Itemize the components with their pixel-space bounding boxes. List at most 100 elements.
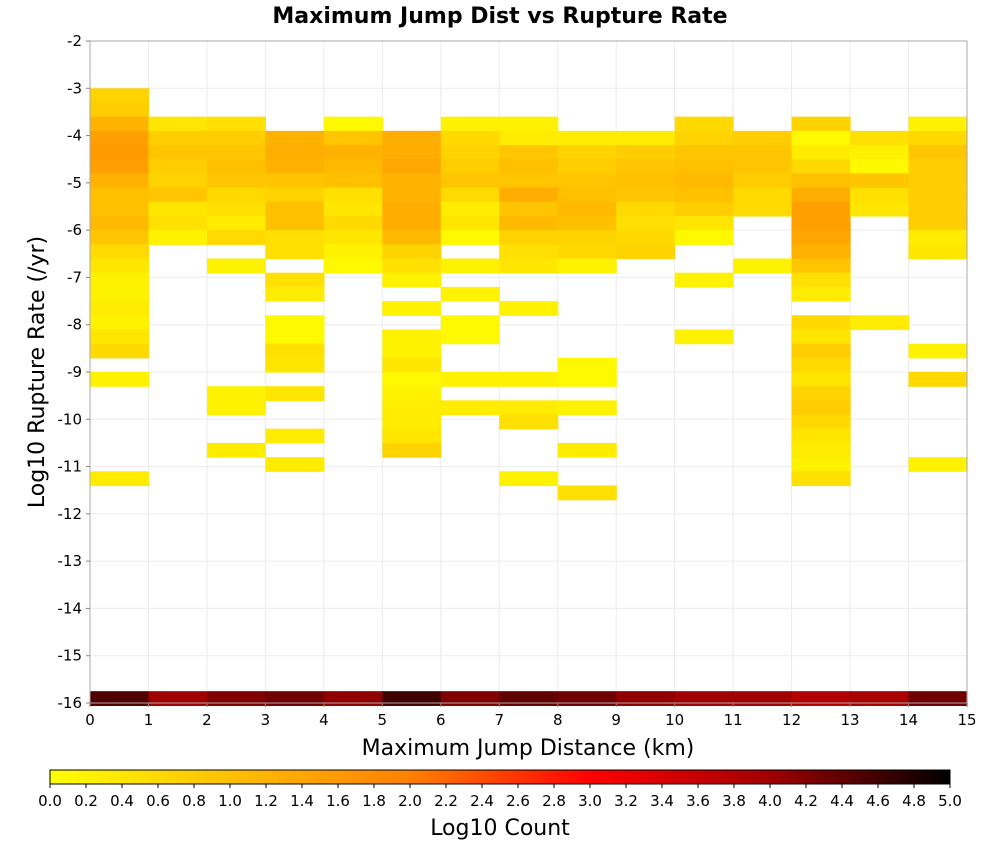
heatmap-cell: [265, 343, 325, 359]
heatmap-cell: [908, 457, 968, 472]
heatmap-cell: [733, 258, 793, 274]
heatmap-cell: [908, 159, 968, 174]
heatmap-cell: [733, 173, 793, 189]
heatmap-cell: [908, 201, 968, 217]
heatmap-cell: [265, 230, 325, 245]
heatmap-cell: [791, 258, 851, 274]
x-tick-label: 10: [665, 711, 684, 729]
heatmap-cell: [265, 130, 325, 146]
colorbar-tick-label: 3.4: [650, 792, 674, 810]
heatmap-cell: [908, 145, 968, 160]
heatmap-cell: [791, 215, 851, 231]
heatmap-cell: [206, 173, 266, 189]
heatmap-cell: [850, 145, 910, 160]
y-tick-label: -9: [67, 363, 82, 381]
x-tick-label: 14: [899, 711, 918, 729]
heatmap-cell: [733, 201, 793, 217]
x-tick-label: 5: [378, 711, 388, 729]
heatmap-cell: [323, 230, 383, 245]
heatmap-cell: [382, 130, 442, 146]
heatmap-cell: [206, 187, 266, 203]
heatmap-cell: [850, 315, 910, 331]
colorbar: [49, 769, 951, 785]
colorbar-tick-label: 3.8: [722, 792, 746, 810]
heatmap-cell: [323, 258, 383, 274]
heatmap-cell: [265, 244, 325, 260]
x-tick-label: 1: [144, 711, 154, 729]
heatmap-cell: [908, 372, 968, 387]
heatmap-cell: [206, 258, 266, 274]
colorbar-tick-label: 4.8: [902, 792, 926, 810]
heatmap-cell: [90, 145, 150, 160]
heatmap-cell: [440, 372, 500, 387]
heatmap-cell: [557, 130, 617, 146]
heatmap-cell: [206, 442, 266, 458]
heatmap-cell: [265, 173, 325, 189]
heatmap-cell: [206, 400, 266, 416]
heatmap-cell: [499, 258, 559, 274]
heatmap-cell: [90, 244, 150, 260]
heatmap-cell: [90, 329, 150, 345]
colorbar-tick-label: 1.2: [254, 792, 278, 810]
heatmap-cell: [382, 201, 442, 217]
y-tick-label: -11: [58, 458, 83, 476]
heatmap-cell: [791, 187, 851, 203]
heatmap-cell: [323, 215, 383, 231]
heatmap-cell: [616, 215, 676, 231]
heatmap-cell: [90, 258, 150, 274]
heatmap-cell: [440, 187, 500, 203]
heatmap-cell: [499, 159, 559, 174]
heatmap-cell: [323, 145, 383, 160]
heatmap-cell: [908, 130, 968, 146]
colorbar-tick-label: 0.4: [110, 792, 134, 810]
y-tick-label: -7: [67, 268, 82, 286]
heatmap-cell: [90, 116, 150, 132]
heatmap-cell: [557, 215, 617, 231]
heatmap-cell: [148, 130, 208, 146]
heatmap-cell: [265, 201, 325, 217]
heatmap-cell: [616, 691, 676, 706]
heatmap-cell: [323, 187, 383, 203]
y-tick-label: -3: [67, 79, 82, 97]
heatmap-cell: [265, 457, 325, 472]
heatmap-cell: [499, 230, 559, 245]
colorbar-ticks: 0.0 0.2 0.4 0.6 0.8 1.0 1.2 1.4 1.6 1.8 2.0 2.2 2.4 2…: [38, 784, 962, 810]
x-tick-label: 6: [436, 711, 446, 729]
heatmap-cell: [440, 329, 500, 345]
heatmap-cell: [440, 201, 500, 217]
heatmap-cell: [148, 173, 208, 189]
x-tick-label: 15: [957, 711, 976, 729]
heatmap-cell: [382, 159, 442, 174]
heatmap-cell: [499, 400, 559, 416]
heatmap-cell: [440, 145, 500, 160]
heatmap-cell: [90, 88, 150, 104]
colorbar-tick-label: 0.0: [38, 792, 62, 810]
heatmap-cell: [908, 215, 968, 231]
heatmap-cell: [850, 691, 910, 706]
heatmap-cell: [557, 691, 617, 706]
heatmap-cell: [674, 201, 734, 217]
heatmap-cell: [382, 230, 442, 245]
heatmap-cell: [791, 230, 851, 245]
heatmap-cell: [499, 145, 559, 160]
heatmap-cell: [557, 159, 617, 174]
heatmap-cell: [791, 116, 851, 132]
heatmap-cell: [674, 230, 734, 245]
colorbar-tick-label: 0.8: [182, 792, 206, 810]
heatmap-cell: [499, 301, 559, 316]
heatmap-cell: [499, 691, 559, 706]
heatmap-cell: [499, 414, 559, 430]
heatmap-cell: [323, 116, 383, 132]
heatmap-cell: [674, 173, 734, 189]
heatmap-cell: [148, 187, 208, 203]
heatmap-cell: [499, 173, 559, 189]
heatmap-cell: [791, 286, 851, 302]
heatmap-cell: [265, 329, 325, 345]
y-tick-label: -14: [58, 599, 83, 617]
heatmap-cell: [382, 244, 442, 260]
heatmap-cell: [148, 215, 208, 231]
heatmap-cell: [148, 159, 208, 174]
heatmap-cell: [616, 201, 676, 217]
heatmap-cell: [791, 244, 851, 260]
heatmap-cell: [265, 691, 325, 706]
